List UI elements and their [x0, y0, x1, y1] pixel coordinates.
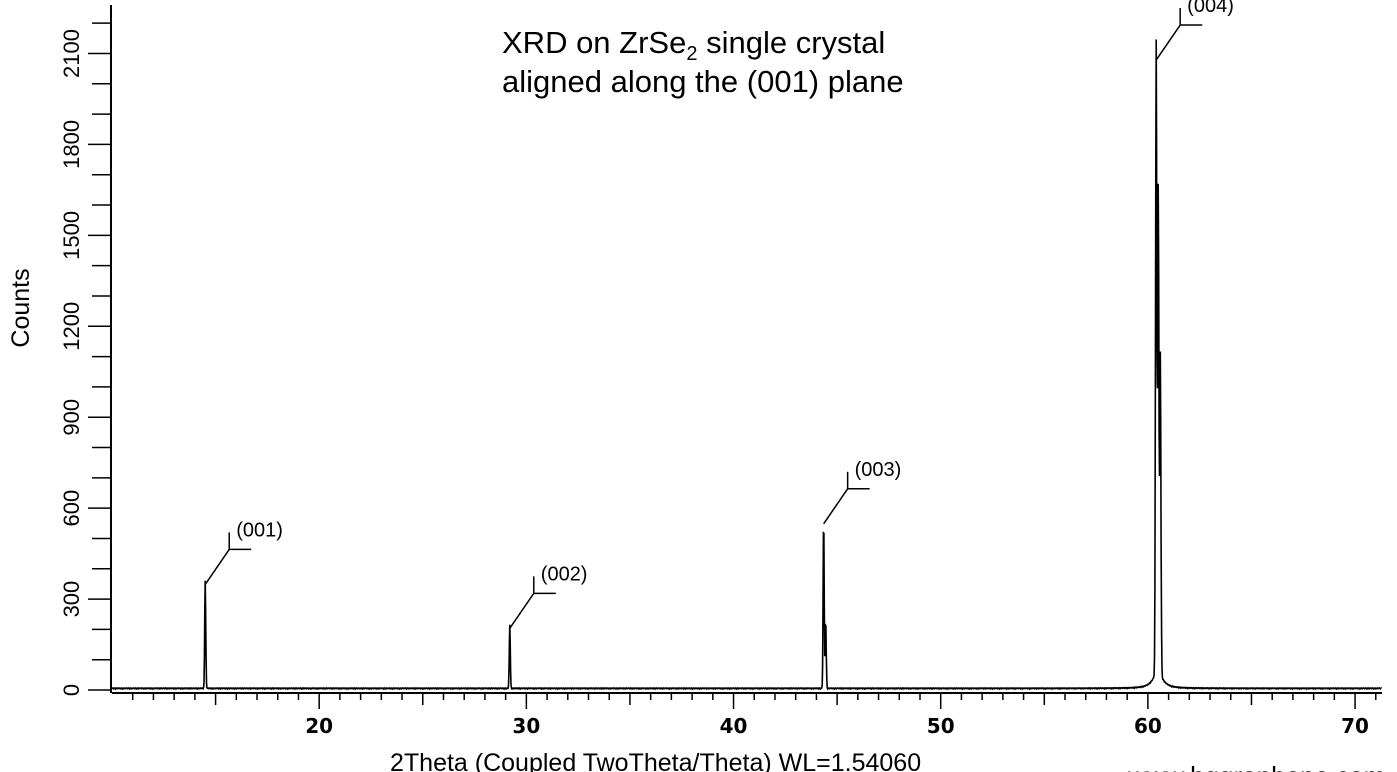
peak-label: (001) — [236, 519, 283, 541]
peak-annotation: (003) — [823, 459, 902, 525]
y-tick-label: 600 — [59, 490, 84, 527]
y-tick-label: 1500 — [59, 211, 84, 260]
xrd-pattern-line — [111, 39, 1383, 691]
y-tick-label: 300 — [59, 581, 84, 618]
y-tick-label: 0 — [59, 684, 84, 696]
x-tick-label: 60 — [1134, 714, 1162, 738]
peak-label: (003) — [855, 459, 902, 481]
x-tick-label: 40 — [720, 714, 748, 738]
x-tick-label: 50 — [927, 714, 955, 738]
peak-label: (002) — [541, 563, 588, 585]
y-tick-label: 1800 — [59, 120, 84, 169]
peak-annotation: (002) — [509, 563, 588, 629]
x-tick-label: 30 — [512, 714, 540, 738]
peak-leader-line — [823, 488, 870, 525]
y-axis-label: Counts — [7, 268, 35, 347]
y-tick-label: 900 — [59, 399, 84, 436]
x-axis-label: 2Theta (Coupled TwoTheta/Theta) WL=1.540… — [390, 749, 921, 772]
chart-title-line1: XRD on ZrSe2 single crystal — [502, 25, 885, 65]
watermark: www.bggraphene.com — [1127, 761, 1385, 772]
axes: 20 30 40 50 60 70 0 300 600 900 1200 1500 1800 2100 — [59, 5, 1382, 738]
peak-annotation: (001) — [204, 519, 283, 585]
plot-area: (001) (002) (003) (004) — [111, 0, 1383, 691]
x-tick-label: 20 — [305, 714, 333, 738]
y-tick-label: 1200 — [59, 302, 84, 351]
y-tick-label: 2100 — [59, 29, 84, 78]
peak-annotation: (004) — [1155, 0, 1234, 61]
peak-leader-line — [204, 548, 252, 585]
peak-label: (004) — [1187, 0, 1234, 17]
x-tick-label: 70 — [1341, 714, 1369, 738]
chart-title-line2: aligned along the (001) plane — [502, 64, 904, 99]
peak-leader-line — [1155, 24, 1203, 61]
peak-leader-line — [509, 592, 556, 629]
